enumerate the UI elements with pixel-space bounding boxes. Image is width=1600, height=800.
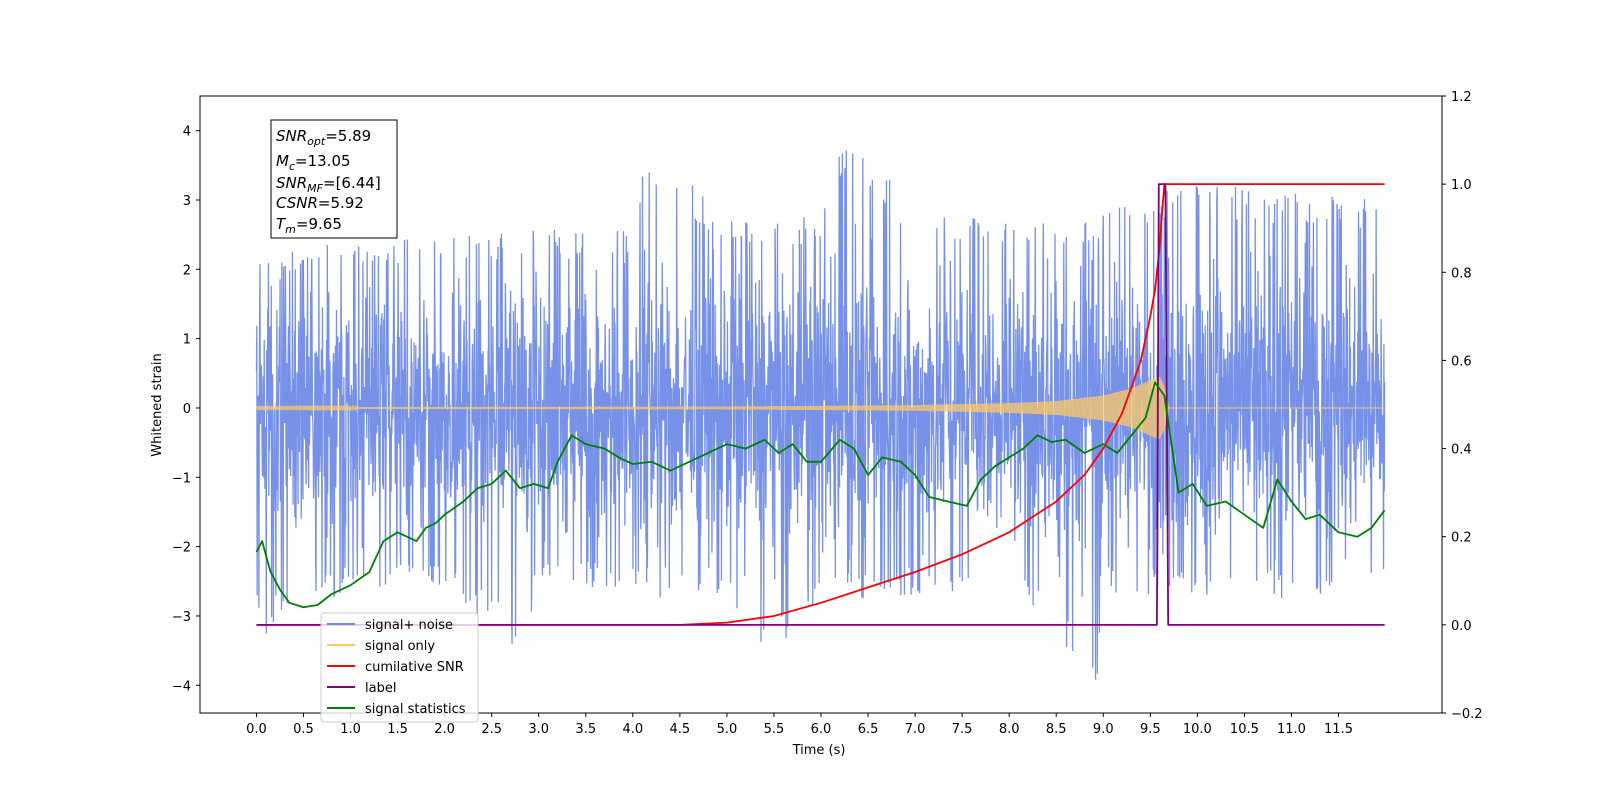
x-tick-label: 3.5: [575, 722, 596, 737]
x-tick-label: 5.5: [764, 722, 785, 737]
y-tick-label: −4: [172, 679, 191, 694]
y2-tick-label: 0.2: [1451, 531, 1472, 546]
ticks-layer: 0.0 0.5 1.0 1.5 2.0 2.5 3.0 3.5 4.0 4.5 5.0 5.5 6.0 6…: [172, 90, 1483, 737]
info-box: SNRopt=5.89 Mc=13.05 SNRMF=[6.44] CSNR=5…: [270, 119, 398, 239]
y-tick-label: 4: [183, 125, 191, 140]
info-snr-mf: SNRMF=[6.44]: [276, 174, 381, 195]
x-tick-label: 8.5: [1046, 722, 1067, 737]
x-tick-label: 1.5: [387, 722, 408, 737]
y2-tick-label: 0.4: [1451, 443, 1472, 458]
x-tick-label: 7.0: [905, 722, 926, 737]
y2-tick-label: 1.2: [1451, 90, 1472, 105]
x-tick-label: 1.0: [340, 722, 361, 737]
legend-label-cumulative-snr: cumilative SNR: [365, 660, 464, 675]
x-tick-label: 7.5: [952, 722, 973, 737]
x-tick-label: 10.0: [1183, 722, 1212, 737]
legend: signal+ noise signal only cumilative SNR…: [320, 612, 479, 723]
series-signal-noise: [255, 150, 1386, 680]
x-tick-label: 9.5: [1140, 722, 1161, 737]
x-axis-label: Time (s): [792, 743, 846, 758]
x-tick-label: 11.5: [1324, 722, 1353, 737]
series-signal-statistics: [255, 381, 1386, 609]
info-box-frame: [270, 119, 398, 239]
y2-tick-label: 0.0: [1451, 619, 1472, 634]
info-csnr: CSNR=5.92: [276, 194, 364, 212]
x-tick-label: 5.0: [717, 722, 738, 737]
x-tick-label: 0.5: [293, 722, 314, 737]
y2-tick-label: 0.6: [1451, 354, 1472, 369]
y2-tick-label: 1.0: [1451, 178, 1472, 193]
x-tick-label: 6.0: [811, 722, 832, 737]
y-tick-label: −2: [172, 541, 191, 556]
legend-label-label: label: [365, 681, 396, 696]
y-tick-label: −1: [172, 471, 191, 486]
legend-label-signal-noise: signal+ noise: [365, 618, 453, 633]
x-tick-label: 9.0: [1093, 722, 1114, 737]
y2-tick-label: −0.2: [1451, 707, 1483, 722]
legend-label-signal-only: signal only: [365, 639, 435, 654]
legend-frame: [320, 612, 479, 723]
y-tick-label: 3: [183, 194, 191, 209]
x-tick-label: 11.0: [1277, 722, 1306, 737]
y-tick-label: 0: [183, 402, 191, 417]
y-axis-label: Whitened strain: [150, 353, 165, 456]
info-tm: Tm=9.65: [276, 215, 342, 236]
x-tick-label: 2.0: [434, 722, 455, 737]
x-tick-label: 6.5: [858, 722, 879, 737]
x-tick-label: 2.5: [481, 722, 502, 737]
x-tick-label: 10.5: [1230, 722, 1259, 737]
x-tick-label: 4.5: [670, 722, 691, 737]
x-tick-label: 8.0: [999, 722, 1020, 737]
y-tick-label: 1: [183, 333, 191, 348]
series-layer: [255, 150, 1386, 680]
legend-label-signal-statistics: signal statistics: [365, 702, 466, 717]
series-label: [256, 183, 1385, 626]
x-tick-label: 4.0: [622, 722, 643, 737]
info-snr-opt: SNRopt=5.89: [276, 127, 371, 148]
series-signal-only: [255, 376, 1385, 439]
info-mc: Mc=13.05: [276, 152, 351, 173]
x-tick-label: 3.0: [528, 722, 549, 737]
y2-tick-label: 0.8: [1451, 266, 1472, 281]
x-tick-label: 0.0: [246, 722, 267, 737]
y-tick-label: 2: [183, 263, 191, 278]
y-tick-label: −3: [172, 610, 191, 625]
